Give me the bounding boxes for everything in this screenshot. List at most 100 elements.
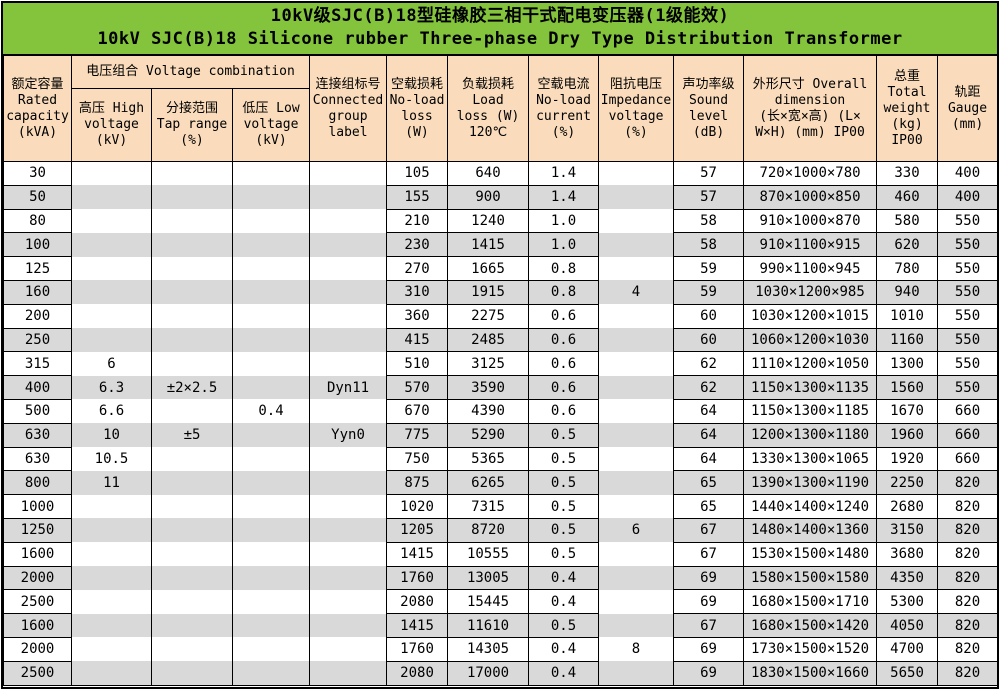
cell-overall-dimension: 1110×1200×1050 (743, 351, 878, 377)
cell-sound-level: 67 (673, 613, 745, 638)
cell-rated-capacity: 1600 (3, 541, 72, 567)
table-row: 250 415 2485 0.6 60 1060×1200×1030 1160 550 (3, 327, 999, 353)
cell-tap-range (151, 185, 233, 210)
header-no-load-loss: 空载损耗 No-load loss (W) (386, 55, 449, 162)
table-body: 30 105 640 1.4 57 720×1000×780 330 400 50 155 900 1… (3, 161, 999, 686)
cell-high-voltage (71, 280, 152, 305)
table-row: 125 270 1665 0.8 59 990×1100×945 780 550 (3, 256, 999, 281)
cell-gauge: 550 (937, 375, 999, 400)
cell-gauge: 400 (937, 184, 999, 210)
cell-no-load-current: 1.4 (528, 161, 600, 186)
cell-load-loss: 6265 (447, 470, 530, 496)
cell-connected-group: Yyn0 (309, 423, 388, 448)
title-chinese: 10kV级SJC(B)18型硅橡胶三相干式配电变压器(1级能效) (270, 6, 730, 26)
cell-no-load-loss: 105 (386, 161, 449, 186)
cell-gauge: 550 (937, 232, 999, 258)
cell-high-voltage: 6 (71, 351, 152, 376)
cell-load-loss: 1415 (447, 232, 530, 258)
cell-no-load-loss: 510 (386, 351, 449, 377)
cell-gauge: 550 (937, 303, 999, 329)
table-row: 160 310 1915 0.8 4 59 1030×1200×985 940 550 (3, 279, 999, 305)
cell-high-voltage: 6.6 (71, 399, 152, 424)
cell-low-voltage (231, 613, 311, 638)
cell-tap-range: ±5 (151, 423, 233, 448)
cell-tap-range (151, 637, 233, 662)
cell-load-loss: 11610 (447, 613, 530, 638)
cell-overall-dimension: 1440×1400×1240 (743, 494, 878, 519)
cell-tap-range (151, 661, 233, 686)
cell-no-load-current: 1.4 (528, 184, 600, 210)
cell-impedance-voltage: 6 (598, 518, 675, 543)
cell-no-load-current: 0.6 (528, 327, 600, 353)
cell-connected-group (309, 470, 388, 495)
cell-rated-capacity: 125 (3, 256, 72, 281)
cell-no-load-current: 0.4 (528, 660, 600, 686)
cell-total-weight: 940 (876, 279, 939, 305)
header-high-voltage: 高压 High voltage (kV) (71, 88, 152, 162)
cell-tap-range (151, 232, 233, 257)
cell-no-load-loss: 155 (386, 184, 449, 210)
cell-tap-range (151, 613, 233, 638)
cell-no-load-loss: 570 (386, 375, 449, 400)
cell-low-voltage (231, 423, 311, 448)
cell-low-voltage (231, 470, 311, 495)
table-row: 2500 2080 15445 0.4 69 1680×1500×1710 5300 820 (3, 589, 999, 615)
cell-no-load-loss: 230 (386, 232, 449, 258)
cell-no-load-loss: 670 (386, 398, 449, 424)
cell-impedance-voltage (598, 470, 675, 495)
cell-low-voltage (231, 494, 311, 519)
cell-impedance-voltage (598, 589, 675, 614)
cell-high-voltage: 11 (71, 470, 152, 495)
cell-tap-range (151, 447, 233, 471)
cell-gauge: 550 (937, 279, 999, 305)
cell-gauge: 820 (937, 613, 999, 638)
cell-rated-capacity: 800 (3, 470, 72, 496)
cell-connected-group (309, 399, 388, 424)
cell-high-voltage (71, 661, 152, 686)
cell-connected-group (309, 566, 388, 590)
cell-sound-level: 62 (673, 351, 745, 377)
header-overall-dimension: 外形尺寸 Overall dimension (长×宽×高) (L× W×H) … (743, 55, 878, 162)
cell-gauge: 820 (937, 660, 999, 686)
cell-high-voltage: 10 (71, 423, 152, 448)
cell-high-voltage (71, 209, 152, 233)
cell-high-voltage (71, 542, 152, 567)
cell-tap-range (151, 161, 233, 186)
cell-tap-range (151, 209, 233, 233)
cell-total-weight: 4700 (876, 636, 939, 662)
cell-no-load-loss: 210 (386, 208, 449, 234)
cell-rated-capacity: 2500 (3, 660, 72, 686)
cell-sound-level: 59 (673, 256, 745, 281)
cell-sound-level: 64 (673, 398, 745, 424)
header-no-load-current: 空载电流 No-load current (%) (528, 55, 600, 162)
cell-low-voltage (231, 232, 311, 257)
cell-connected-group (309, 351, 388, 376)
cell-rated-capacity: 1000 (3, 494, 72, 519)
cell-no-load-loss: 2080 (386, 660, 449, 686)
cell-sound-level: 57 (673, 184, 745, 210)
cell-load-loss: 1915 (447, 279, 530, 305)
cell-no-load-loss: 1020 (386, 494, 449, 519)
cell-connected-group (309, 542, 388, 567)
cell-rated-capacity: 500 (3, 398, 72, 424)
cell-gauge: 550 (937, 351, 999, 377)
cell-rated-capacity: 2500 (3, 589, 72, 615)
cell-overall-dimension: 1480×1400×1360 (743, 517, 878, 543)
cell-sound-level: 65 (673, 470, 745, 496)
cell-overall-dimension: 1680×1500×1710 (743, 589, 878, 615)
cell-connected-group (309, 209, 388, 233)
cell-high-voltage (71, 185, 152, 210)
cell-no-load-current: 0.5 (528, 470, 600, 496)
cell-sound-level: 58 (673, 208, 745, 234)
cell-connected-group (309, 589, 388, 614)
table-row: 2000 1760 13005 0.4 69 1580×1500×1580 4350 820 (3, 565, 999, 591)
cell-high-voltage (71, 566, 152, 590)
cell-total-weight: 5650 (876, 660, 939, 686)
cell-total-weight: 1010 (876, 303, 939, 329)
cell-total-weight: 2680 (876, 494, 939, 519)
cell-total-weight: 1560 (876, 375, 939, 400)
cell-sound-level: 60 (673, 327, 745, 353)
cell-no-load-loss: 270 (386, 256, 449, 281)
cell-load-loss: 8720 (447, 517, 530, 543)
cell-rated-capacity: 250 (3, 327, 72, 353)
